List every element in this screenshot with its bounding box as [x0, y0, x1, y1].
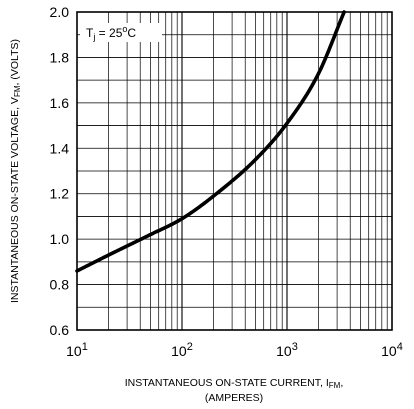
annotation-sub: j [92, 32, 95, 42]
y-tick-label: 2.0 [50, 4, 70, 20]
temperature-annotation: Tj = 25oC [80, 23, 162, 42]
y-axis-title-sub: FM [13, 85, 22, 97]
x-tick-base: 10 [381, 343, 397, 359]
y-tick-label: 1.6 [50, 95, 70, 111]
y-tick-label: 1.2 [50, 186, 70, 202]
y-axis-title-tail: , (VOLTS) [9, 39, 21, 85]
annotation-sup: o [122, 24, 127, 34]
x-tick-exponent: 1 [82, 341, 88, 353]
x-tick-base: 10 [276, 343, 292, 359]
plot-frame [76, 11, 393, 331]
y-axis-title: INSTANTANEOUS ON-STATE VOLTAGE, VFM, (VO… [9, 39, 22, 303]
series-layer [75, 10, 346, 273]
x-tick-exponent: 4 [397, 341, 403, 353]
y-tick-label: 0.6 [50, 322, 70, 338]
x-axis-title-sub: FM [329, 381, 341, 390]
x-tick-exponent: 3 [292, 341, 298, 353]
y-tick-label: 1.0 [50, 231, 70, 247]
x-tick-label: 103 [276, 341, 298, 359]
x-tick-base: 10 [66, 343, 82, 359]
x-axis-title: INSTANTANEOUS ON-STATE CURRENT, IFM, [125, 377, 343, 390]
annotation-prefix: T [86, 26, 94, 40]
y-tick-labels: 0.6 0.8 1.0 1.2 1.4 1.6 1.8 2.0 [50, 4, 70, 338]
x-axis-title-line2: (AMPERES) [205, 392, 263, 404]
x-tick-exponent: 2 [187, 341, 193, 353]
x-tick-label: 102 [171, 341, 193, 359]
y-axis-title-main: INSTANTANEOUS ON-STATE VOLTAGE, V [9, 97, 21, 303]
annotation-suffix: C [127, 26, 136, 40]
y-tick-label: 0.8 [50, 277, 70, 293]
x-axis-title-tail: , [340, 377, 343, 389]
x-tick-label: 104 [381, 341, 403, 359]
horizontal-gridlines [77, 34, 392, 308]
x-axis-title-main: INSTANTANEOUS ON-STATE CURRENT, I [125, 377, 329, 389]
x-tick-label: 101 [66, 341, 88, 359]
x-tick-labels: 101 102 103 104 [66, 341, 403, 359]
svg-text:Tj = 25oC: Tj = 25oC [86, 24, 136, 42]
annotation-mid: = 25 [95, 26, 122, 40]
y-tick-label: 1.8 [50, 49, 70, 65]
y-tick-label: 1.4 [50, 140, 70, 156]
x-tick-base: 10 [171, 343, 187, 359]
series-curve [75, 10, 346, 273]
